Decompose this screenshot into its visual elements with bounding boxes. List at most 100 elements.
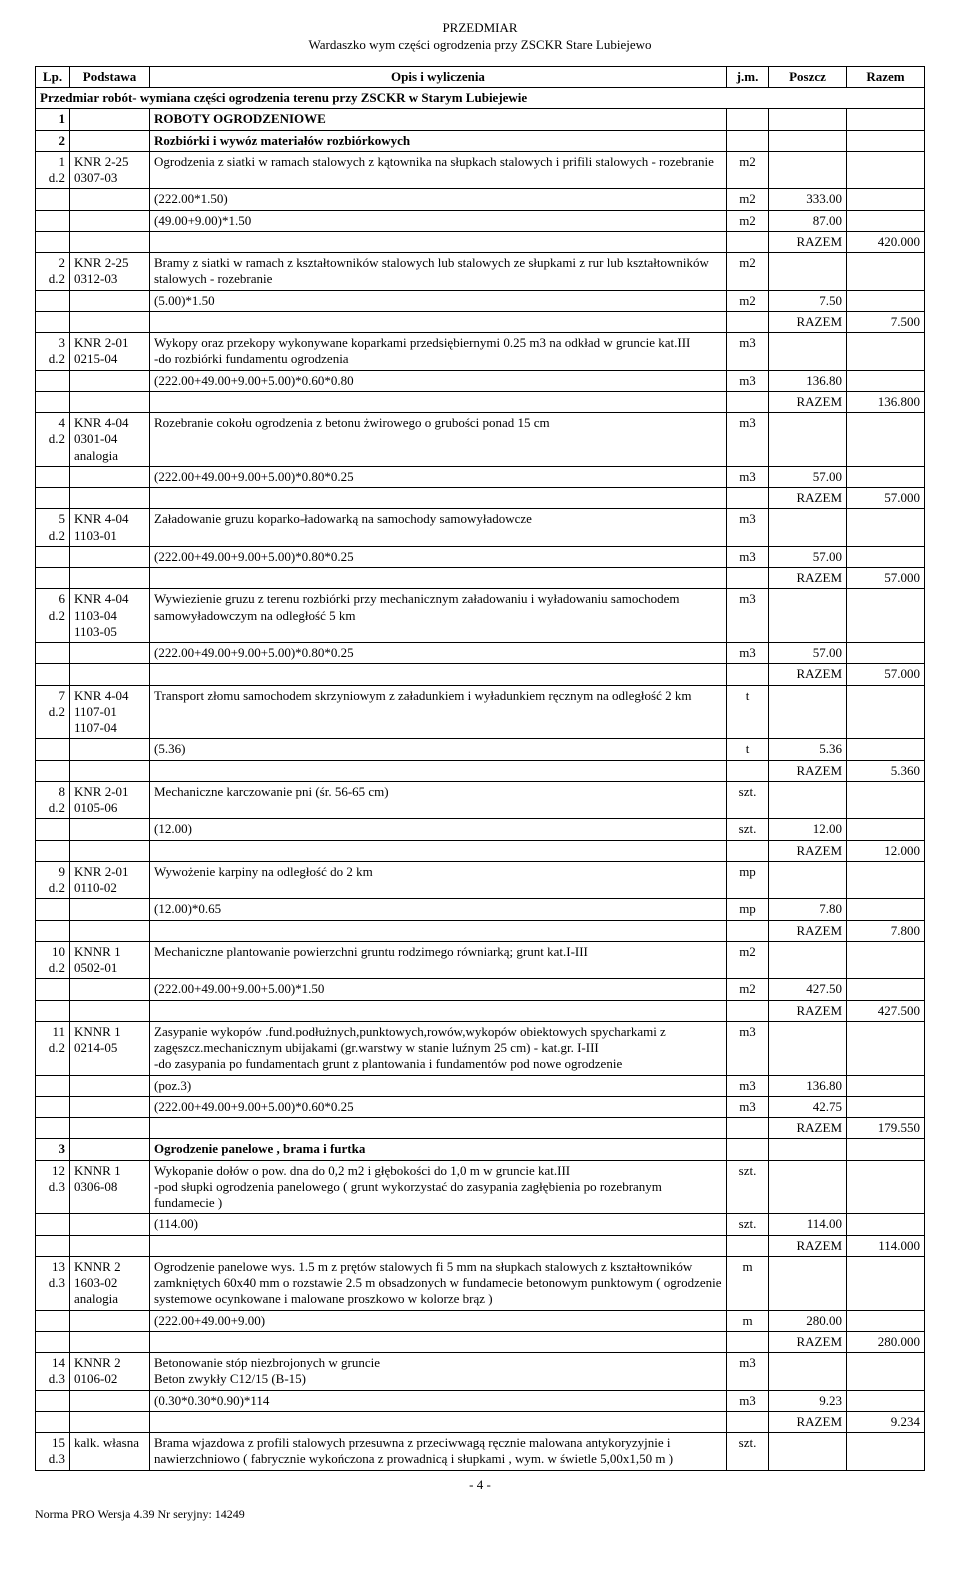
razem-label: RAZEM <box>769 568 847 589</box>
jm: m <box>727 1310 769 1331</box>
table-row: 2d.2 KNR 2-25 0312-03 Bramy z siatki w r… <box>36 253 925 291</box>
razem-row: RAZEM 12.000 <box>36 840 925 861</box>
lp: 5d.2 <box>36 509 70 547</box>
jm: mp <box>727 899 769 920</box>
razem-row: RAZEM 280.000 <box>36 1331 925 1352</box>
razem-label: RAZEM <box>769 1411 847 1432</box>
lp: 3d.2 <box>36 333 70 371</box>
poszcz: 57.00 <box>769 546 847 567</box>
table-row: 11d.2 KNNR 1 0214-05 Zasypanie wykopów .… <box>36 1021 925 1075</box>
opis: Wywożenie karpiny na odległość do 2 km <box>150 861 727 899</box>
lp: 4d.2 <box>36 413 70 467</box>
podstawa: KNNR 2 1603-02 analogia <box>70 1256 150 1310</box>
calc-line: (5.36) t 5.36 <box>36 739 925 760</box>
jm: szt. <box>727 819 769 840</box>
lp: 15d.3 <box>36 1433 70 1471</box>
expr: (5.00)*1.50 <box>150 290 727 311</box>
razem-label: RAZEM <box>769 1235 847 1256</box>
razem-label: RAZEM <box>769 311 847 332</box>
table-row: 15d.3 kalk. własna Brama wjazdowa z prof… <box>36 1433 925 1471</box>
expr: (0.30*0.30*0.90)*114 <box>150 1390 727 1411</box>
table-row: 9d.2 KNR 2-01 0110-02 Wywożenie karpiny … <box>36 861 925 899</box>
razem-label: RAZEM <box>769 840 847 861</box>
opis: Mechaniczne karczowanie pni (śr. 56-65 c… <box>150 781 727 819</box>
calc-line: (222.00*1.50) m2 333.00 <box>36 189 925 210</box>
razem-value: 5.360 <box>847 760 925 781</box>
poszcz: 87.00 <box>769 210 847 231</box>
razem-row: RAZEM 427.500 <box>36 1000 925 1021</box>
table-row: 13d.3 KNNR 2 1603-02 analogia Ogrodzenie… <box>36 1256 925 1310</box>
opis: Wykopanie dołów o pow. dna do 0,2 m2 i g… <box>150 1160 727 1214</box>
podstawa: KNR 2-01 0110-02 <box>70 861 150 899</box>
razem-row: RAZEM 136.800 <box>36 391 925 412</box>
expr: (222.00*1.50) <box>150 189 727 210</box>
razem-row: RAZEM 7.800 <box>36 920 925 941</box>
jm: m2 <box>727 253 769 291</box>
razem-label: RAZEM <box>769 664 847 685</box>
jm: m2 <box>727 290 769 311</box>
expr: (12.00) <box>150 819 727 840</box>
expr: (222.00+49.00+9.00+5.00)*0.80*0.25 <box>150 643 727 664</box>
podstawa: KNNR 1 0306-08 <box>70 1160 150 1214</box>
opis: Betonowanie stóp niezbrojonych w gruncie… <box>150 1353 727 1391</box>
poszcz: 7.50 <box>769 290 847 311</box>
razem-value: 7.500 <box>847 311 925 332</box>
podstawa: KNR 4-04 0301-04 analogia <box>70 413 150 467</box>
section-2: 2 Rozbiórki i wywóz materiałów rozbiórko… <box>36 130 925 151</box>
razem-row: RAZEM 114.000 <box>36 1235 925 1256</box>
poszcz: 5.36 <box>769 739 847 760</box>
razem-label: RAZEM <box>769 920 847 941</box>
calc-line: (0.30*0.30*0.90)*114 m3 9.23 <box>36 1390 925 1411</box>
podstawa: KNR 2-25 0312-03 <box>70 253 150 291</box>
col-poszcz: Poszcz <box>769 66 847 87</box>
jm: m2 <box>727 189 769 210</box>
calc-line: (49.00+9.00)*1.50 m2 87.00 <box>36 210 925 231</box>
lp: 12d.3 <box>36 1160 70 1214</box>
razem-value: 114.000 <box>847 1235 925 1256</box>
table-header-row: Lp. Podstawa Opis i wyliczenia j.m. Posz… <box>36 66 925 87</box>
calc-line: (222.00+49.00+9.00+5.00)*0.80*0.25 m3 57… <box>36 643 925 664</box>
col-razem: Razem <box>847 66 925 87</box>
jm: m3 <box>727 1390 769 1411</box>
jm: m3 <box>727 589 769 643</box>
jm: szt. <box>727 1214 769 1235</box>
razem-label: RAZEM <box>769 231 847 252</box>
poszcz: 57.00 <box>769 466 847 487</box>
razem-value: 427.500 <box>847 1000 925 1021</box>
section-2-title: Rozbiórki i wywóz materiałów rozbiórkowy… <box>150 130 727 151</box>
poszcz: 42.75 <box>769 1096 847 1117</box>
poszcz: 9.23 <box>769 1390 847 1411</box>
header-title-2: Wardaszko wym części ogrodzenia przy ZSC… <box>35 37 925 54</box>
opis: Wykopy oraz przekopy wykonywane koparkam… <box>150 333 727 371</box>
section-3-title: Ogrodzenie panelowe , brama i furtka <box>150 1139 727 1160</box>
jm: m3 <box>727 509 769 547</box>
table-row: 14d.3 KNNR 2 0106-02 Betonowanie stóp ni… <box>36 1353 925 1391</box>
calc-line: (12.00)*0.65 mp 7.80 <box>36 899 925 920</box>
expr: (12.00)*0.65 <box>150 899 727 920</box>
expr: (49.00+9.00)*1.50 <box>150 210 727 231</box>
razem-label: RAZEM <box>769 488 847 509</box>
calc-line: (222.00+49.00+9.00+5.00)*1.50 m2 427.50 <box>36 979 925 1000</box>
jm: m2 <box>727 941 769 979</box>
lp: 1d.2 <box>36 151 70 189</box>
opis: Ogrodzenie panelowe wys. 1.5 m z prętów … <box>150 1256 727 1310</box>
jm: m2 <box>727 979 769 1000</box>
jm: m3 <box>727 1096 769 1117</box>
calc-line: (12.00) szt. 12.00 <box>36 819 925 840</box>
table-row: 4d.2 KNR 4-04 0301-04 analogia Rozebrani… <box>36 413 925 467</box>
col-opis: Opis i wyliczenia <box>150 66 727 87</box>
opis: Zasypanie wykopów .fund.podłużnych,punkt… <box>150 1021 727 1075</box>
table-row: 10d.2 KNNR 1 0502-01 Mechaniczne plantow… <box>36 941 925 979</box>
opis: Brama wjazdowa z profili stalowych przes… <box>150 1433 727 1471</box>
jm: szt. <box>727 1433 769 1471</box>
razem-label: RAZEM <box>769 1000 847 1021</box>
podstawa: KNNR 1 0502-01 <box>70 941 150 979</box>
calc-line: (222.00+49.00+9.00+5.00)*0.80*0.25 m3 57… <box>36 466 925 487</box>
razem-row: RAZEM 420.000 <box>36 231 925 252</box>
section-1-num: 1 <box>36 109 70 130</box>
opis: Załadowanie gruzu koparko-ładowarką na s… <box>150 509 727 547</box>
table-row: 8d.2 KNR 2-01 0105-06 Mechaniczne karczo… <box>36 781 925 819</box>
opis: Ogrodzenia z siatki w ramach stalowych z… <box>150 151 727 189</box>
section-2-num: 2 <box>36 130 70 151</box>
section-1: 1 ROBOTY OGRODZENIOWE <box>36 109 925 130</box>
